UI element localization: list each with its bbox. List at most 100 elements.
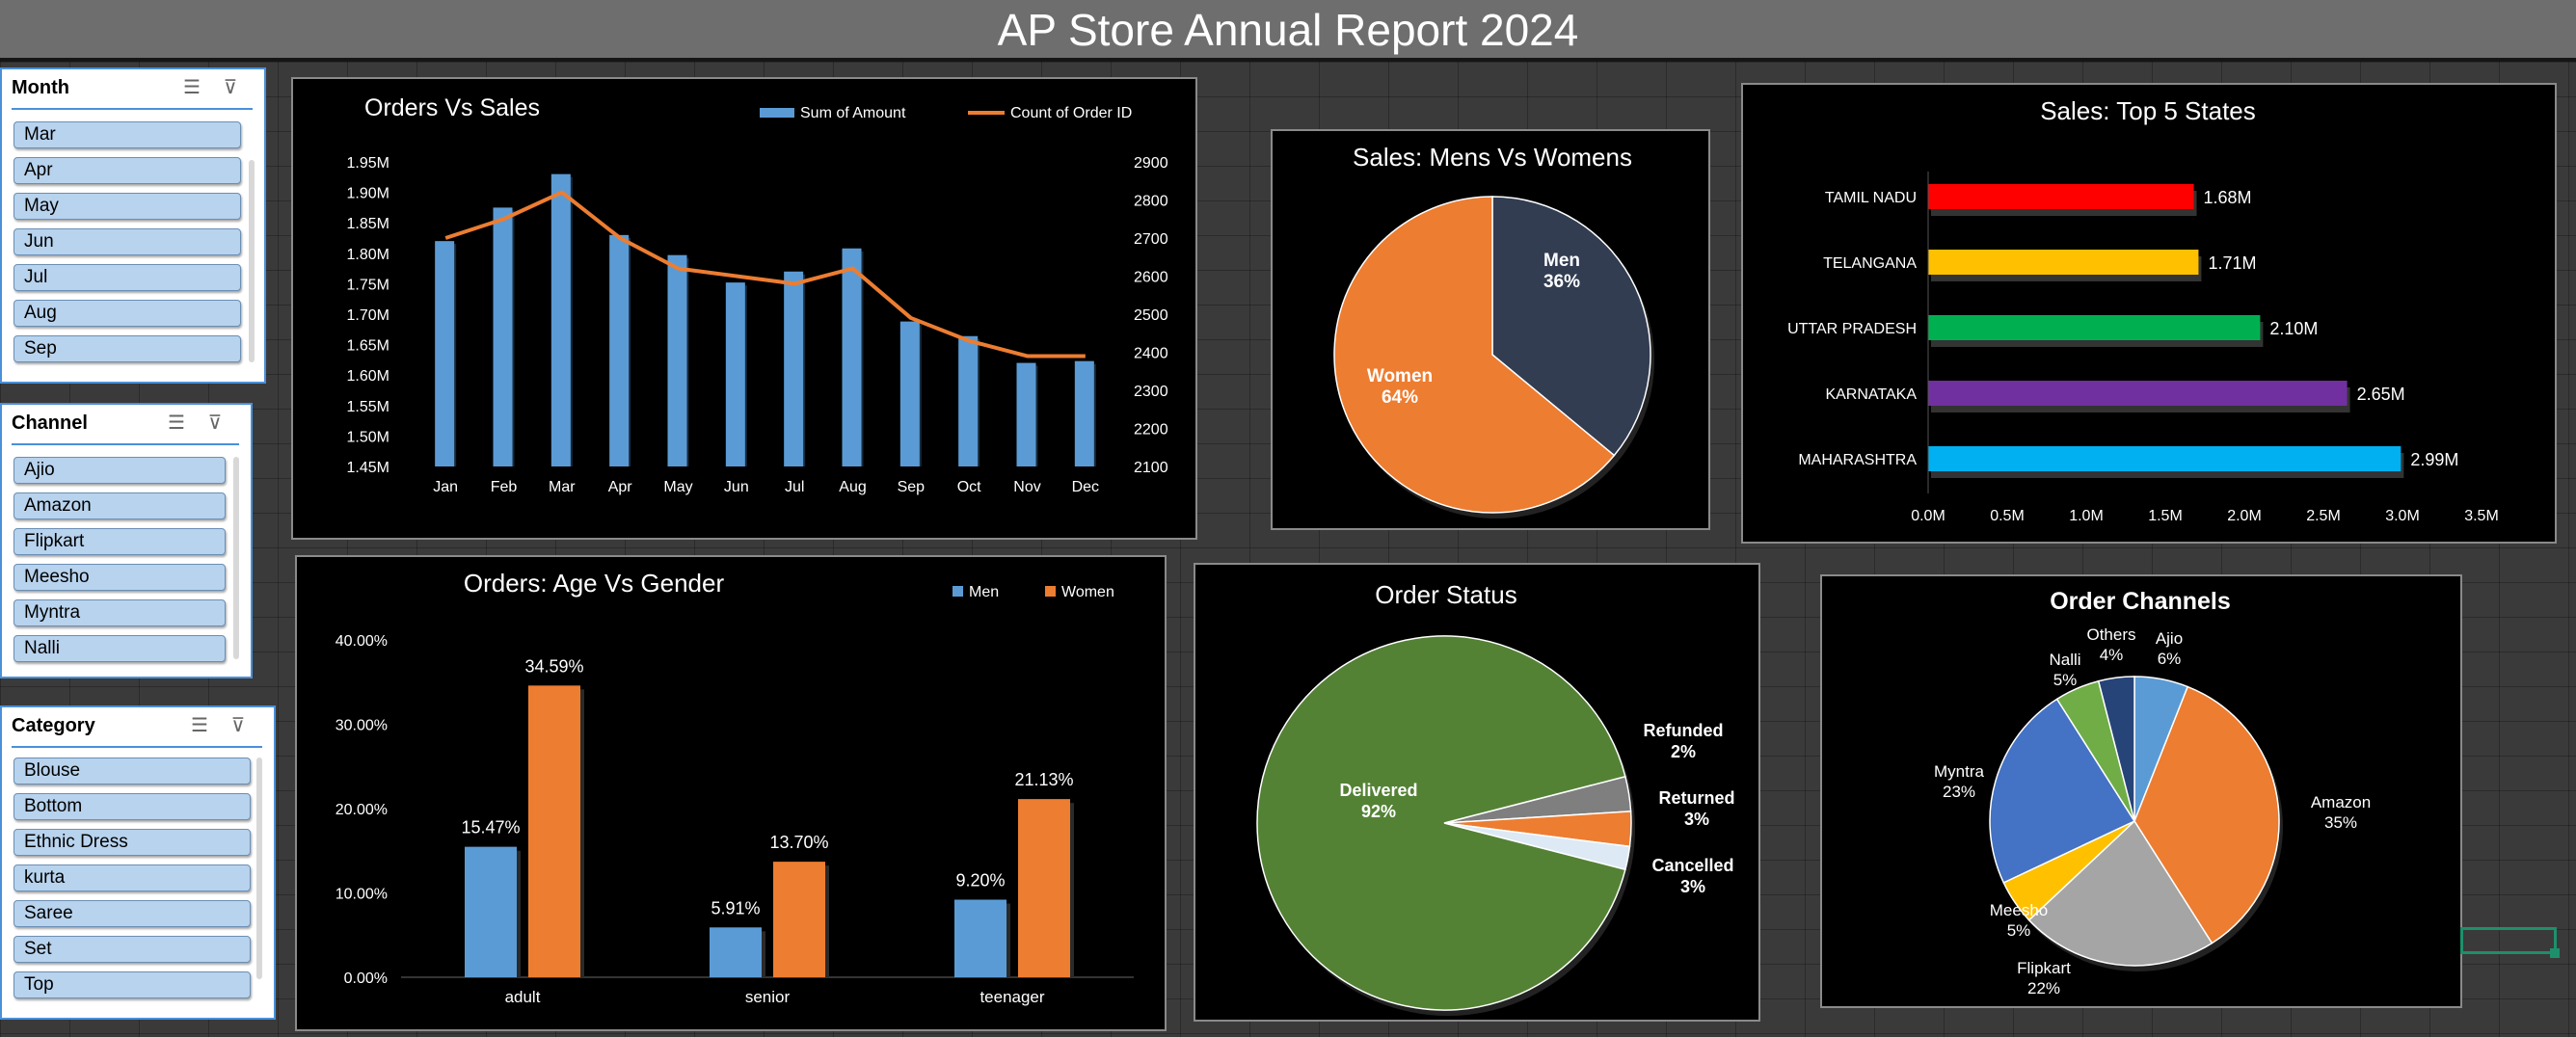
slicer-item-category[interactable]: Top xyxy=(13,971,251,998)
selected-cell[interactable] xyxy=(2460,927,2557,954)
channel-slice xyxy=(2133,685,2280,944)
slice-pct: 3% xyxy=(1680,877,1705,896)
y-tick-left: 1.85M xyxy=(347,216,389,232)
sales-gender-chart[interactable]: Sales: Mens Vs Womens Men 36% Women 64% xyxy=(1271,129,1710,530)
slicer-item-category[interactable]: Set xyxy=(13,936,251,963)
category-slicer[interactable]: Category ☰ ⊽ Blouse Bottom Ethnic Dress kur… xyxy=(0,705,276,1020)
age-gender-chart[interactable]: Orders: Age Vs Gender Men Women 40.00% 30.00… xyxy=(295,555,1167,1031)
slice-label: Nalli xyxy=(2049,651,2080,669)
slice-label: Refunded xyxy=(1644,721,1724,740)
bar-men xyxy=(465,846,517,977)
slicer-item-channel[interactable]: Amazon xyxy=(13,492,226,519)
slicer-item-category[interactable]: Bottom xyxy=(13,793,251,820)
y-category: UTTAR PRADESH xyxy=(1787,321,1917,337)
category-slicer-scrollbar[interactable] xyxy=(256,758,262,979)
slice-pct: 5% xyxy=(2007,921,2031,940)
order-channels-chart[interactable]: Order Channels Ajio 6% Amazon 35% Flipkart 22%… xyxy=(1820,574,2462,1008)
data-label: 34.59% xyxy=(524,656,583,676)
slicer-item-month[interactable]: Jul xyxy=(13,264,241,291)
slice-label: Myntra xyxy=(1934,762,1985,781)
age-gender-svg: Orders: Age Vs Gender Men Women 40.00% 30.00… xyxy=(335,569,1134,1006)
month-slicer-scrollbar[interactable] xyxy=(249,160,255,362)
slicer-item-category[interactable]: Ethnic Dress xyxy=(13,829,251,856)
multi-select-icon[interactable]: ☰ xyxy=(168,412,185,434)
data-label: 1.71M xyxy=(2208,253,2256,273)
x-tick: Jul xyxy=(785,479,804,495)
legend-label: Women xyxy=(1061,584,1114,600)
data-label: 13.70% xyxy=(769,833,828,852)
category-slicer-title: Category xyxy=(12,715,95,736)
status-slice xyxy=(1256,635,1626,1011)
y-tick-left: 1.45M xyxy=(347,460,389,476)
clear-filter-icon[interactable]: ⊽ xyxy=(207,412,223,434)
slicer-item-month[interactable]: Jun xyxy=(13,228,241,255)
bar-men xyxy=(954,899,1006,977)
bar-amount xyxy=(667,254,687,466)
slice-pct: 5% xyxy=(2053,671,2078,689)
slice-label: Others xyxy=(2086,625,2135,644)
x-tick: 0.5M xyxy=(1990,508,2025,524)
multi-select-icon[interactable]: ☰ xyxy=(183,77,201,98)
data-label: 2.65M xyxy=(2357,385,2405,404)
x-tick: Jun xyxy=(724,479,749,495)
slicer-item-month[interactable]: Sep xyxy=(13,335,241,362)
slice-label: Meesho xyxy=(1990,901,2048,919)
channel-slicer-title: Channel xyxy=(12,412,88,434)
data-label: 1.68M xyxy=(2204,188,2252,207)
slice-pct: 64% xyxy=(1382,387,1418,408)
chart-title: Orders Vs Sales xyxy=(364,94,540,121)
data-label: 2.10M xyxy=(2269,319,2318,338)
chart-title: Sales: Mens Vs Womens xyxy=(1353,143,1632,172)
slice-pct: 92% xyxy=(1361,802,1396,821)
bar-women xyxy=(528,685,580,977)
order-status-chart[interactable]: Order Status Delivered 92% Refunded 2% Return… xyxy=(1194,563,1760,1022)
month-slicer[interactable]: Month ☰ ⊽ Mar Apr May Jun Jul Aug Sep xyxy=(0,67,266,384)
line-order-count xyxy=(444,190,1086,359)
slicer-item-month[interactable]: May xyxy=(13,193,241,220)
slicer-item-month[interactable]: Aug xyxy=(13,300,241,327)
slicer-item-channel[interactable]: Ajio xyxy=(13,457,226,484)
slicer-item-month[interactable]: Apr xyxy=(13,157,241,184)
bar-women xyxy=(773,862,825,977)
y-tick-left: 1.60M xyxy=(347,368,389,385)
orders-vs-sales-chart[interactable]: Orders Vs Sales Sum of Amount Count of Ord… xyxy=(291,77,1197,540)
slicer-item-channel[interactable]: Flipkart xyxy=(13,528,226,555)
channel-slice xyxy=(1989,698,2136,884)
y-tick-right: 2100 xyxy=(1134,460,1168,476)
x-tick: Aug xyxy=(839,479,866,495)
x-tick: Jan xyxy=(433,479,458,495)
slicer-item-month[interactable]: Mar xyxy=(13,121,241,148)
legend-swatch-amount xyxy=(760,108,794,118)
bar-men xyxy=(710,927,762,977)
clear-filter-icon[interactable]: ⊽ xyxy=(230,715,246,736)
y-tick-right: 2600 xyxy=(1134,270,1168,286)
state-bar xyxy=(1928,381,2348,406)
slice-pct: 22% xyxy=(2027,979,2060,997)
x-tick: Apr xyxy=(608,479,633,495)
y-tick: 0.00% xyxy=(344,971,388,987)
clear-filter-icon[interactable]: ⊽ xyxy=(223,77,238,98)
channel-slicer[interactable]: Channel ☰ ⊽ Ajio Amazon Flipkart Meesho Mynt… xyxy=(0,403,253,678)
slicer-item-channel[interactable]: Myntra xyxy=(13,599,226,626)
y-tick: 30.00% xyxy=(335,718,388,734)
slicer-item-channel[interactable]: Meesho xyxy=(13,564,226,591)
y-tick-left: 1.90M xyxy=(347,186,389,202)
bar-amount xyxy=(1074,360,1094,466)
x-tick: Mar xyxy=(549,479,576,495)
top-states-svg: Sales: Top 5 States TAMIL NADU 1.68M TELANG… xyxy=(1787,96,2499,524)
slicer-divider xyxy=(12,746,262,748)
slicer-item-channel[interactable]: Nalli xyxy=(13,635,226,662)
slicer-item-category[interactable]: Blouse xyxy=(13,758,251,784)
slicer-item-category[interactable]: Saree xyxy=(13,900,251,927)
slice-pct: 35% xyxy=(2324,813,2357,832)
x-tick: 1.5M xyxy=(2148,508,2183,524)
fill-handle[interactable] xyxy=(2550,948,2560,958)
chart-title: Order Channels xyxy=(2050,588,2231,615)
state-bar xyxy=(1928,315,2261,340)
top-states-chart[interactable]: Sales: Top 5 States TAMIL NADU 1.68M TELANG… xyxy=(1741,83,2557,544)
order-status-svg: Order Status Delivered 92% Refunded 2% Return… xyxy=(1256,580,1735,1016)
slice-pct: 2% xyxy=(1671,742,1696,761)
channel-slicer-scrollbar[interactable] xyxy=(233,457,239,659)
slicer-item-category[interactable]: kurta xyxy=(13,864,251,891)
multi-select-icon[interactable]: ☰ xyxy=(191,715,208,736)
